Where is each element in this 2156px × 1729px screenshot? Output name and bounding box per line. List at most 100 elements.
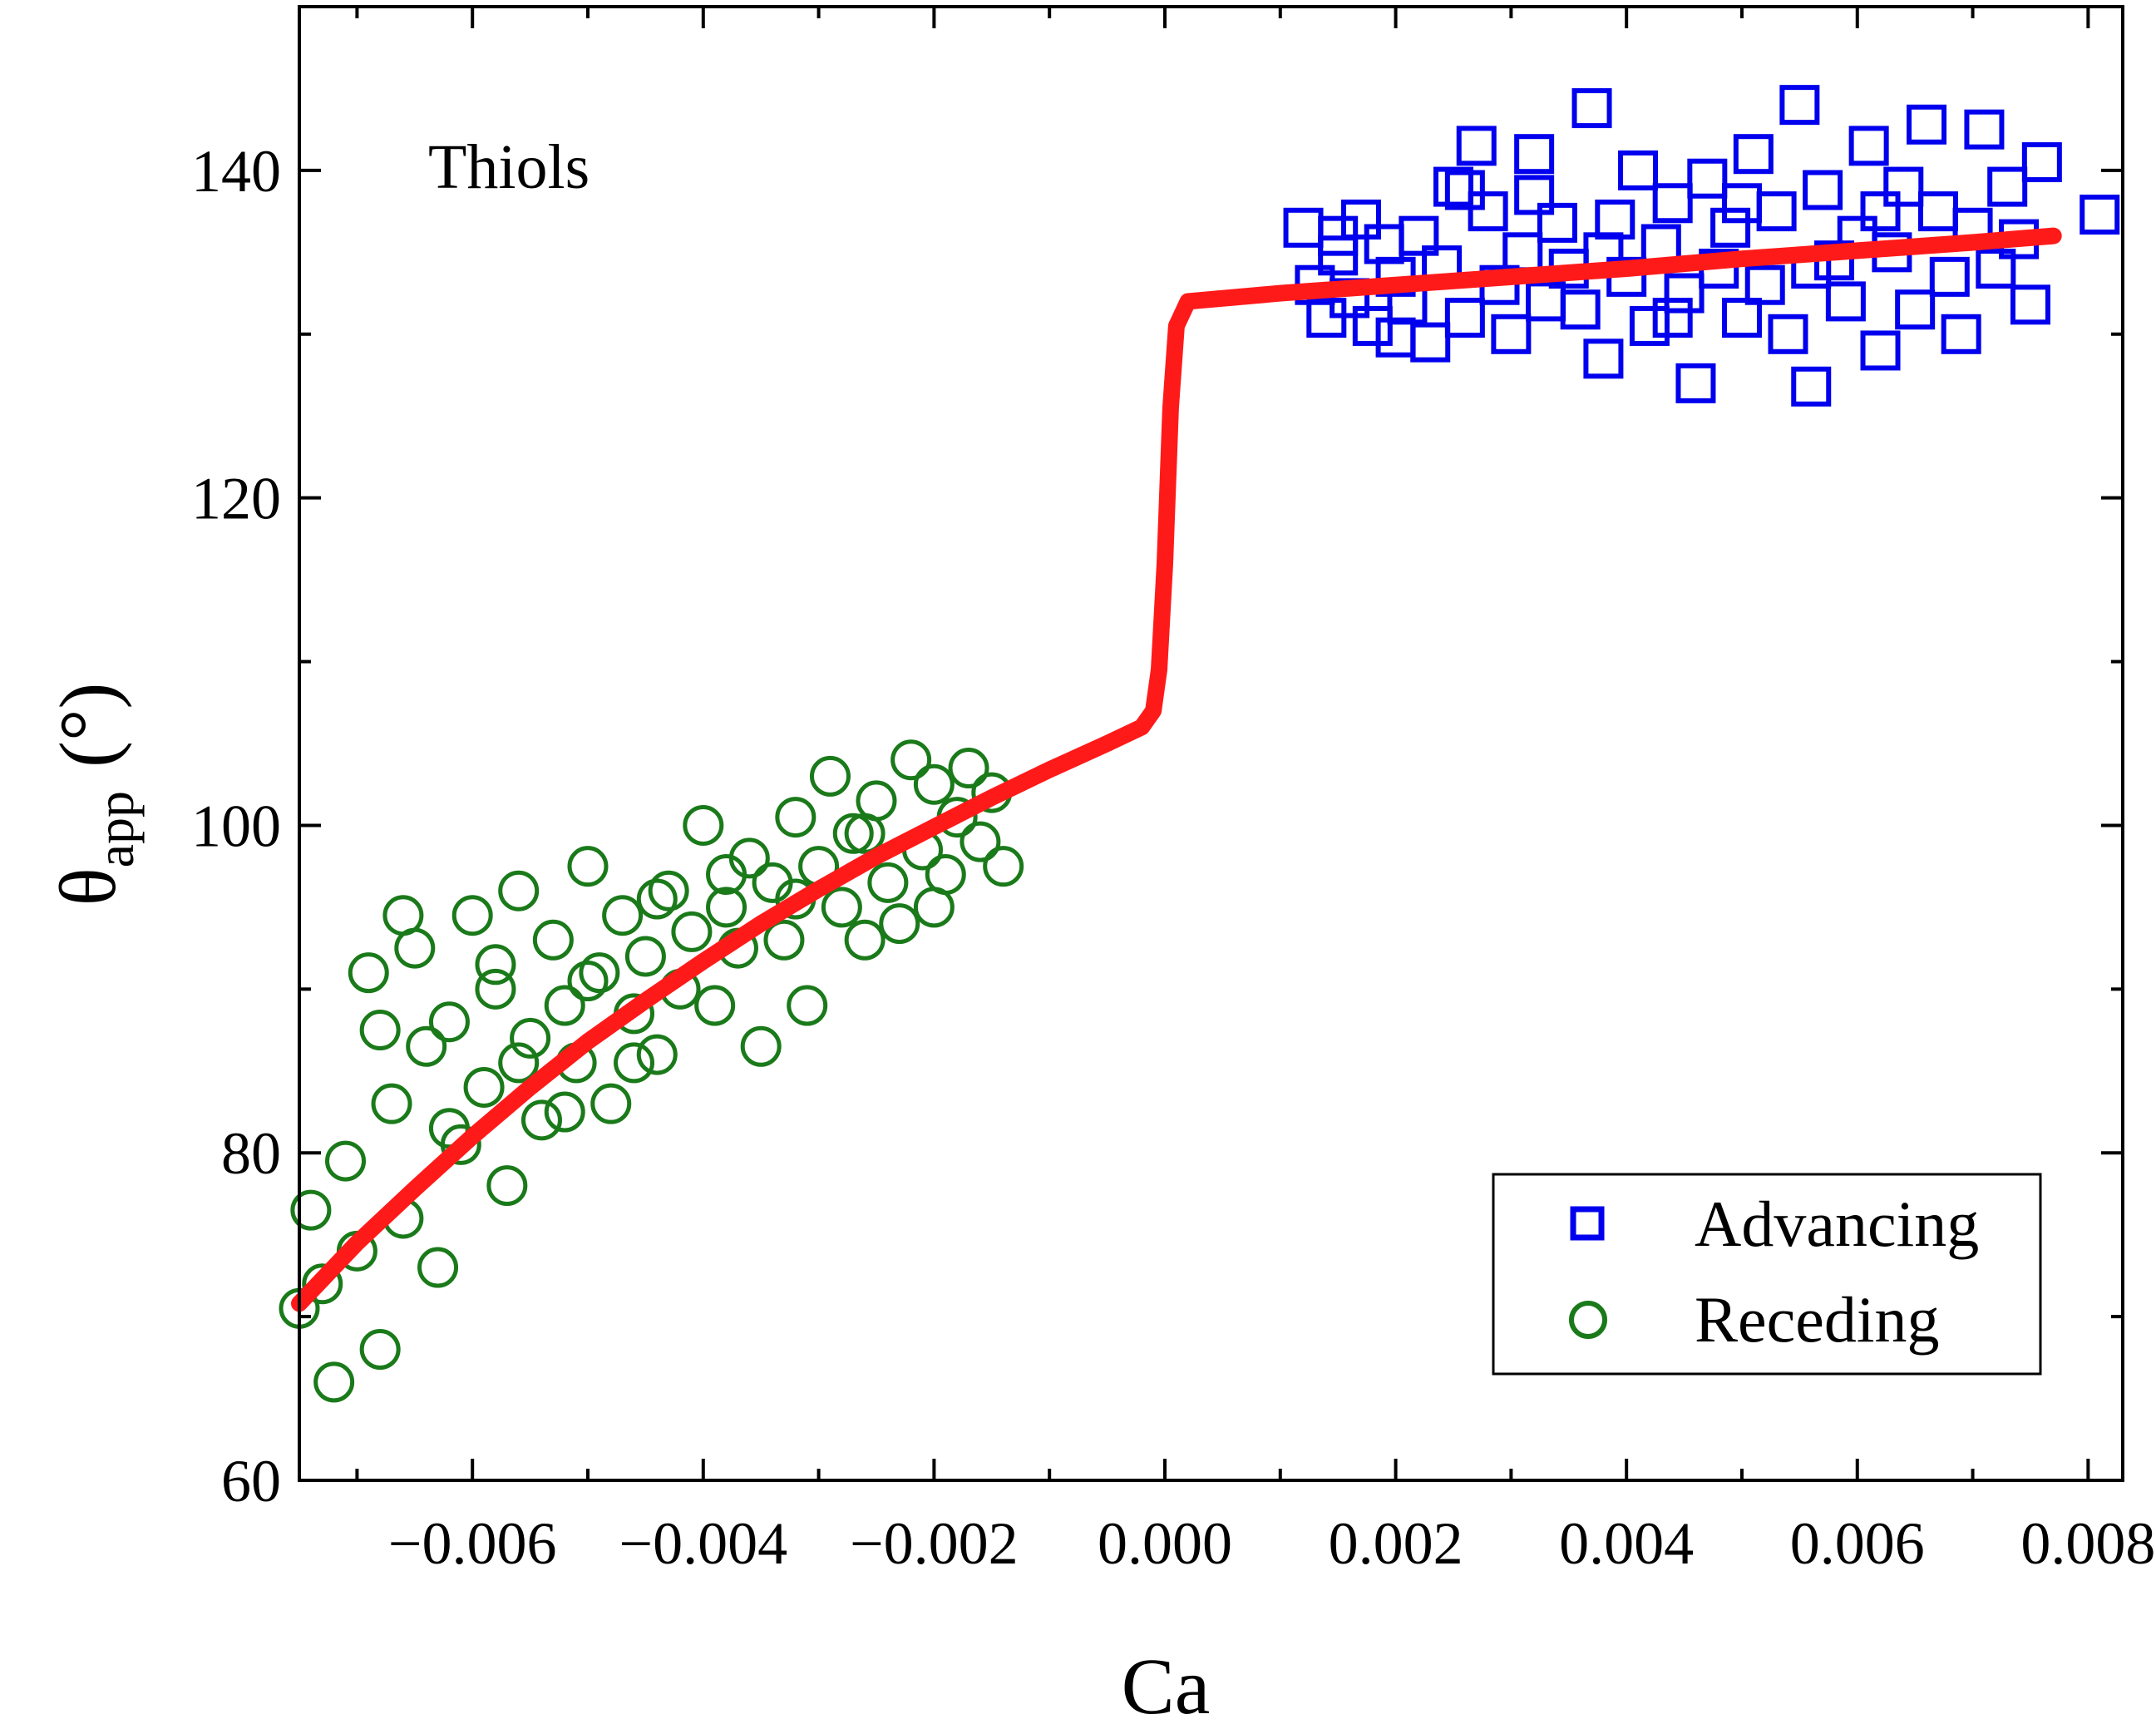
receding-point xyxy=(590,1083,632,1124)
advancing-point xyxy=(1375,317,1416,358)
receding-point xyxy=(406,1025,447,1067)
receding-point xyxy=(879,903,920,945)
receding-point xyxy=(844,813,886,854)
advancing-point xyxy=(1860,191,1901,232)
receding-point xyxy=(683,804,724,846)
advancing-point xyxy=(1987,166,2028,207)
advancing-point xyxy=(1964,109,2005,150)
receding-point xyxy=(498,870,540,911)
advancing-point xyxy=(1895,289,1936,330)
x-tick-label: −0.006 xyxy=(388,1510,557,1577)
receding-point xyxy=(636,878,678,920)
advancing-point xyxy=(1664,273,1705,314)
advancing-point xyxy=(1571,88,1612,129)
receding-point xyxy=(290,1189,332,1231)
receding-point xyxy=(602,895,644,936)
y-axis-label-symbol: θ xyxy=(43,867,132,906)
receding-point xyxy=(706,854,747,896)
receding-point xyxy=(371,1083,412,1124)
advancing-point xyxy=(1618,150,1659,190)
legend: Advancing Receding xyxy=(1492,1173,2042,1376)
receding-point xyxy=(302,1263,343,1305)
receding-point xyxy=(451,895,493,936)
advancing-point xyxy=(1710,207,1751,248)
receding-point xyxy=(614,1042,655,1084)
advancing-point xyxy=(1456,126,1497,166)
y-tick-label: 80 xyxy=(221,1120,281,1187)
advancing-point xyxy=(1779,85,1820,126)
advancing-point xyxy=(1825,281,1866,322)
advancing-point xyxy=(1514,175,1555,215)
advancing-point xyxy=(2010,284,2050,325)
legend-advancing-label: Advancing xyxy=(1695,1188,1979,1260)
receding-point xyxy=(359,1010,401,1051)
advancing-point xyxy=(1560,289,1601,330)
series-layer xyxy=(279,85,2120,1403)
receding-point xyxy=(775,797,817,838)
receding-point xyxy=(567,960,609,1001)
advancing-point xyxy=(1941,314,1981,354)
advancing-point xyxy=(1883,166,1924,207)
advancing-point xyxy=(1733,134,1774,175)
annotation-text: Thiols xyxy=(428,132,590,202)
advancing-point xyxy=(1791,366,1832,407)
receding-point xyxy=(763,919,805,961)
axes-layer: −0.006 −0.004 −0.002 0.000 0.002 0.004 0.006 0.… xyxy=(191,5,2155,1577)
advancing-point xyxy=(1352,305,1393,346)
advancing-point xyxy=(1721,183,1762,224)
advancing-point xyxy=(2021,142,2062,183)
plot-frame xyxy=(298,5,2124,1482)
receding-point xyxy=(475,968,516,1010)
advancing-point xyxy=(1433,166,1473,207)
receding-point xyxy=(636,1034,678,1075)
advancing-point xyxy=(1744,264,1785,305)
y-tick-label: 100 xyxy=(191,793,281,859)
legend-receding-marker xyxy=(1569,1301,1607,1339)
advancing-point xyxy=(1768,314,1808,354)
receding-point xyxy=(694,985,736,1026)
receding-point xyxy=(544,985,585,1026)
advancing-point xyxy=(1907,104,1947,145)
x-tick-label: −0.002 xyxy=(850,1510,1019,1577)
receding-point xyxy=(463,1066,505,1108)
receding-point xyxy=(821,887,862,928)
receding-point xyxy=(532,919,574,961)
receding-point xyxy=(983,846,1024,887)
receding-point xyxy=(359,1328,401,1370)
advancing-point xyxy=(1675,363,1716,403)
advancing-point xyxy=(1652,298,1693,338)
receding-point xyxy=(787,985,828,1026)
fit-line xyxy=(291,227,2062,1312)
receding-point xyxy=(313,1361,355,1403)
receding-point xyxy=(891,739,932,781)
y-axis-label-unit: (°) xyxy=(43,683,132,768)
x-tick-label: 0.008 xyxy=(2020,1510,2155,1577)
receding-point xyxy=(382,895,424,936)
series-advancing xyxy=(1283,85,2120,407)
advancing-point xyxy=(1514,134,1555,175)
receding-point xyxy=(809,755,851,797)
receding-point xyxy=(510,1017,551,1059)
y-tick-label: 60 xyxy=(221,1448,281,1514)
advancing-point xyxy=(2080,195,2120,235)
advancing-point xyxy=(1721,298,1762,338)
y-axis-label: θapp (°) xyxy=(43,683,145,906)
receding-point xyxy=(706,887,747,928)
x-tick-label: 0.006 xyxy=(1790,1510,1925,1577)
receding-point xyxy=(520,1099,562,1141)
advancing-point xyxy=(1929,256,1970,297)
receding-point xyxy=(624,936,666,977)
advancing-point xyxy=(1803,170,1843,210)
receding-point xyxy=(544,1091,585,1133)
advancing-point xyxy=(1491,314,1532,354)
advancing-point xyxy=(1860,330,1901,371)
receding-point xyxy=(948,748,989,789)
advancing-point xyxy=(1629,305,1670,346)
advancing-point xyxy=(1444,170,1485,210)
advancing-point xyxy=(1444,298,1485,338)
receding-point xyxy=(844,919,886,961)
receding-point xyxy=(832,813,874,854)
x-tick-label: −0.004 xyxy=(619,1510,787,1577)
receding-point xyxy=(960,821,1001,862)
